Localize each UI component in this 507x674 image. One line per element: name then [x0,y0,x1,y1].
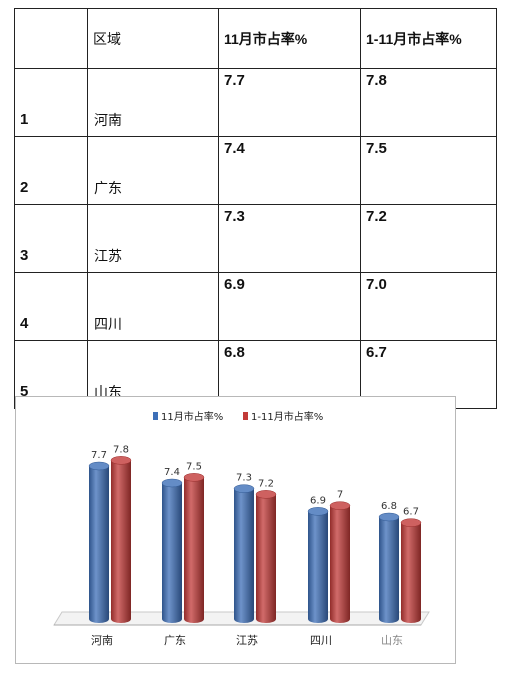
category-label: 江苏 [236,634,258,647]
bar-body [234,488,254,623]
bar-body [89,466,109,623]
bar-cap [378,512,400,522]
rank-cell: 4 [14,272,88,341]
bar-cap [161,478,183,488]
data-label: 6.8 [381,501,397,512]
nov-share-cell: 7.7 [218,68,361,137]
bar [255,490,277,623]
bar-cap [183,473,205,482]
bar [88,461,110,623]
rank-cell: 2 [14,136,88,205]
region-cell: 广东 [87,136,219,205]
ytd-share-cell: 7.8 [360,68,497,137]
ytd-share-cell: 7.5 [360,136,497,205]
bar-cap [307,507,329,516]
category-label: 四川 [310,634,332,647]
ytd-share-cell: 7.2 [360,204,497,273]
bar [233,484,255,623]
ytd-share-cell: 7.0 [360,272,497,341]
rank-cell: 3 [14,204,88,273]
data-label: 7.7 [91,450,107,461]
chart-canvas: 11月市占率% 1-11月市占率% 7.7 7.8 河南 7.4 7.5 广东 7.3 7.2 江苏… [53,410,430,647]
bar [183,473,205,623]
data-label: 7.3 [236,473,252,484]
header-ytd-share: 1-11月市占率% [360,8,497,69]
data-label: 7.2 [258,478,274,489]
bar-body [111,460,131,623]
data-label: 7.8 [113,444,129,455]
data-label: 6.7 [403,507,419,518]
region-cell: 四川 [87,272,219,341]
header-rank [14,8,88,69]
bar-cap [400,518,422,527]
bar-body [379,517,399,623]
header-region: 区域 [87,8,219,69]
bar-body [308,511,328,623]
table-row: 4 四川 6.9 7.0 [14,272,497,341]
table-row: 1 河南 7.7 7.8 [14,68,497,137]
rank-cell: 1 [14,68,88,137]
data-label: 7 [337,490,343,501]
legend-swatch [243,412,248,420]
bar [378,512,400,623]
category-label: 河南 [91,634,113,647]
legend-item: 1-11月市占率% [243,410,323,423]
bar-body [162,483,182,623]
bar-body [401,522,421,623]
region-cell: 河南 [87,68,219,137]
legend-label: 11月市占率% [161,410,223,423]
nov-share-cell: 7.3 [218,204,361,273]
bar-body [184,477,204,623]
bar-cap [110,456,132,465]
bar-cap [329,501,351,510]
bar-chart: 11月市占率% 1-11月市占率% 7.7 7.8 河南 7.4 7.5 广东 7.3 7.2 江苏… [15,396,456,664]
bar-body [330,505,350,623]
bar [307,507,329,623]
category-label: 广东 [164,634,186,647]
bar-cap [88,461,110,471]
data-label: 7.4 [164,467,180,478]
bar-cap [255,490,277,499]
table-row: 3 江苏 7.3 7.2 [14,204,497,273]
table-row: 2 广东 7.4 7.5 [14,136,497,205]
bar-body [256,494,276,623]
category-label: 山东 [381,634,403,647]
region-cell: 江苏 [87,204,219,273]
legend-item: 11月市占率% [153,410,223,423]
bar [400,518,422,623]
bar [161,478,183,623]
legend-swatch [153,412,158,420]
legend-label: 1-11月市占率% [251,410,323,423]
data-label: 6.9 [310,495,326,506]
header-nov-share: 11月市占率% [218,8,361,69]
nov-share-cell: 6.9 [218,272,361,341]
table-header-row: 区域 11月市占率% 1-11月市占率% [14,8,497,69]
bar [329,501,351,623]
nov-share-cell: 7.4 [218,136,361,205]
bar [110,456,132,623]
data-label: 7.5 [186,461,202,472]
bar-cap [233,484,255,493]
market-share-table: 区域 11月市占率% 1-11月市占率% 1 河南 7.7 7.8 2 广东 7… [14,8,497,409]
